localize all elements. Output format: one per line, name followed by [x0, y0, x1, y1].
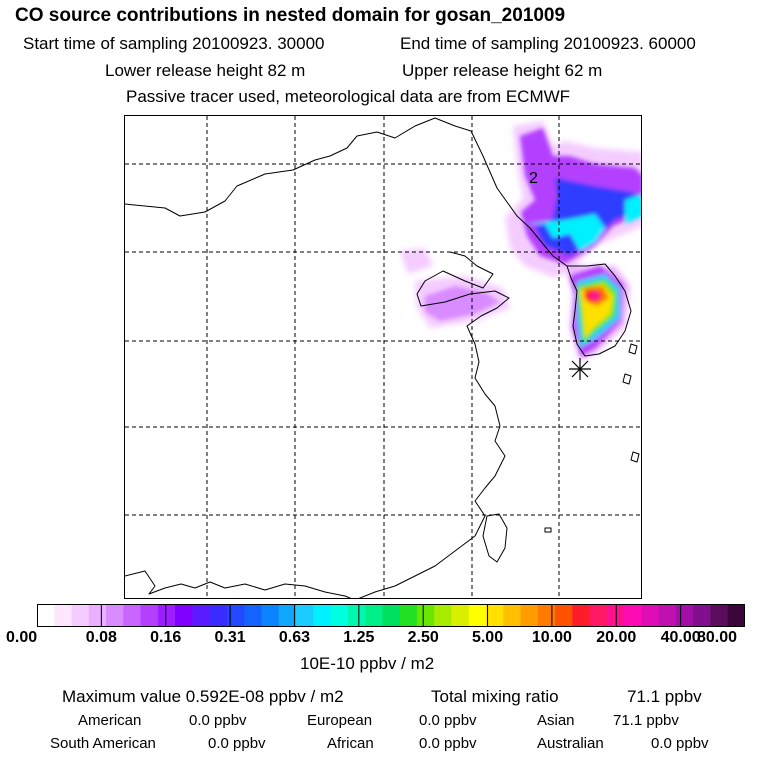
colorbar-cell: [416, 604, 435, 627]
region-african-label: African: [327, 735, 374, 752]
colorbar-cell: [226, 604, 245, 627]
colorbar-tick-label: 0.63: [278, 629, 311, 646]
plume-cyan-band: [525, 214, 605, 251]
region-african-value: 0.0 ppbv: [419, 735, 477, 752]
mongolia-border: [125, 117, 472, 217]
korea-coast: [566, 263, 632, 357]
region-asian-value: 71.1 ppbv: [613, 712, 679, 729]
max-value: Maximum value 0.592E-08 ppbv / m2: [62, 687, 344, 706]
bohai-coast: [358, 251, 510, 598]
japan-islet-2: [622, 373, 632, 385]
colorbar-cell: [434, 604, 453, 627]
region-american-label: American: [78, 712, 142, 729]
colorbar-cell: [347, 604, 366, 627]
colorbar-cell: [313, 604, 332, 627]
colorbar-cell: [365, 604, 383, 627]
colorbar-cell: [624, 604, 642, 627]
colorbar-tick-label: 80.00: [697, 629, 738, 646]
region-asian-label: Asian: [537, 712, 575, 729]
total-mixing-ratio-label: Total mixing ratio: [431, 687, 559, 706]
colorbar-cell: [278, 604, 297, 627]
colorbar-cell: [175, 604, 194, 627]
region-european-value: 0.0 ppbv: [419, 712, 477, 729]
lower-release-height: Lower release height 82 m: [105, 61, 306, 80]
colorbar-cell: [157, 604, 176, 627]
plume-max-core: [591, 293, 599, 299]
end-time: End time of sampling 20100923. 60000: [400, 34, 696, 53]
plume-core: [425, 128, 641, 356]
region-south-american-value: 0.0 ppbv: [208, 735, 266, 752]
colorbar-tick-label: 5.00: [471, 629, 504, 646]
colorbar-cell: [37, 604, 55, 627]
plume-cyan-ne: [625, 194, 641, 224]
colorbar: [37, 604, 745, 627]
colorbar-cell: [123, 604, 142, 627]
colorbar-cell: [658, 604, 677, 627]
total-mixing-ratio-value: 71.1 ppbv: [627, 687, 702, 706]
japan-islet-3: [630, 451, 640, 463]
colorbar-tick-label: 0.31: [214, 629, 246, 646]
colorbar-tick-label: 0.08: [85, 629, 117, 646]
colorbar-tick-label: 1.25: [343, 629, 375, 646]
colorbar-cell: [641, 604, 660, 627]
colorbar-cell: [675, 604, 694, 627]
region-american-value: 0.0 ppbv: [189, 712, 247, 729]
colorbar-cell: [261, 604, 280, 627]
colorbar-cell: [192, 604, 211, 627]
colorbar-unit: 10E-10 ppbv / m2: [300, 654, 435, 673]
colorbar-tick-label: 0.00: [6, 629, 38, 646]
coastlines: [125, 117, 640, 598]
japan-islet-1: [628, 343, 638, 355]
china-dprk-border: [470, 130, 568, 267]
receptor-marker: [569, 358, 591, 380]
upper-release-height: Upper release height 62 m: [402, 61, 603, 80]
start-time: Start time of sampling 20100923. 30000: [23, 34, 325, 53]
region-european-label: European: [307, 712, 373, 729]
colorbar-cell: [468, 604, 487, 627]
colorbar-cell: [572, 604, 591, 627]
colorbar-cell: [54, 604, 73, 627]
colorbar-cell: [88, 604, 107, 627]
region-south-american-label: South American: [50, 735, 156, 752]
colorbar-cell: [589, 604, 608, 627]
colorbar-tick-label: 0.16: [150, 629, 182, 646]
colorbar-cell: [71, 604, 90, 627]
inland-border-south: [125, 570, 352, 598]
colorbar-cell: [140, 604, 159, 627]
plume-shandong-violet: [425, 286, 500, 321]
colorbar-cell: [296, 604, 314, 627]
colorbar-cell: [710, 604, 729, 627]
colorbar-cell: [330, 604, 349, 627]
lat-lon-grid: [125, 116, 641, 598]
colorbar-tick-label: 40.00: [660, 629, 701, 646]
colorbar-tick-label: 2.50: [407, 629, 439, 646]
colorbar-cell: [244, 604, 263, 627]
chart-title: CO source contributions in nested domain…: [15, 5, 566, 26]
colorbar-tick-label: 10.00: [531, 629, 572, 646]
colorbar-cell: [537, 604, 556, 627]
colorbar-cell: [520, 604, 539, 627]
colorbar-cell: [209, 604, 228, 627]
taiwan: [482, 513, 508, 563]
colorbar-cell: [382, 604, 401, 627]
colorbar-cell: [693, 604, 712, 627]
colorbar-cell: [451, 604, 470, 627]
map-panel: 2: [124, 115, 642, 599]
japan-islet-4: [544, 527, 552, 533]
tracer-note: Passive tracer used, meteorological data…: [126, 87, 571, 106]
region-australian-label: Australian: [537, 735, 604, 752]
region-australian-value: 0.0 ppbv: [651, 735, 709, 752]
day-label: 2: [529, 170, 538, 187]
map-canvas: 2: [125, 116, 641, 598]
plume-beijing-halo: [400, 248, 433, 274]
colorbar-cell: [106, 604, 124, 627]
colorbar-cell: [503, 604, 522, 627]
colorbar-tick-label: 20.00: [596, 629, 637, 646]
colorbar-cell: [727, 604, 745, 627]
colorbar-cell: [399, 604, 418, 627]
colorbar-cell: [555, 604, 573, 627]
colorbar-cell: [485, 604, 504, 627]
